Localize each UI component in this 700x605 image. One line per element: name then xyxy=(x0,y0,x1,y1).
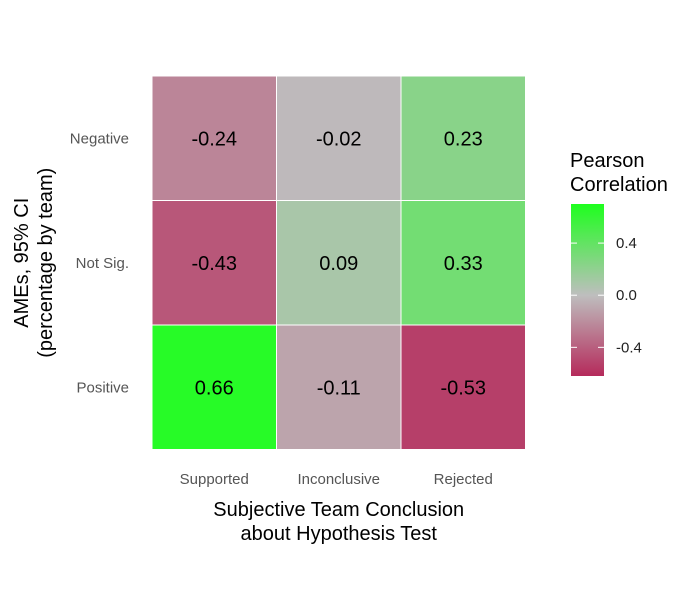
y-axis-title: AMEs, 95% CI (percentage by team) xyxy=(11,168,57,358)
cell-value-label: 0.09 xyxy=(319,253,358,275)
legend-colorbar xyxy=(571,204,604,376)
heatmap-cell xyxy=(276,324,402,450)
cell-value-label: 0.33 xyxy=(444,253,483,275)
cell-value-label: -0.24 xyxy=(191,128,237,150)
x-tick-label: Rejected xyxy=(434,471,493,488)
legend-tick-label: 0.0 xyxy=(616,287,637,304)
cell-value-label: -0.43 xyxy=(191,253,237,275)
cell-value-label: 0.23 xyxy=(444,128,483,150)
y-tick-label: Negative xyxy=(70,130,129,147)
x-axis-title-line: about Hypothesis Test xyxy=(241,523,438,545)
heatmap-cell xyxy=(151,200,277,326)
heatmap-cell xyxy=(400,200,526,326)
y-axis-title-line: (percentage by team) xyxy=(35,168,57,358)
y-tick-label: Not Sig. xyxy=(76,255,129,272)
x-tick-label: Supported xyxy=(180,471,249,488)
y-axis-tick-labels: Negative Not Sig. Positive xyxy=(70,130,129,396)
cell-value-label: 0.66 xyxy=(195,377,234,399)
x-axis-title-line: Subjective Team Conclusion xyxy=(213,499,464,521)
cell-value-labels: -0.24 -0.02 0.23 -0.43 0.09 0.33 0.66 -0.11 -0.5… xyxy=(191,128,486,399)
heatmap-cell xyxy=(400,75,526,201)
legend-tick-label: -0.4 xyxy=(616,339,642,356)
heatmap-cell xyxy=(151,324,277,450)
x-axis-tick-labels: Supported Inconclusive Rejected xyxy=(180,471,493,488)
y-tick-label: Positive xyxy=(76,379,129,396)
legend-title-line: Pearson xyxy=(570,150,645,172)
heatmap-cell xyxy=(276,200,402,326)
heatmap-cells xyxy=(151,75,526,450)
legend-tick-label: 0.4 xyxy=(616,235,637,252)
x-tick-label: Inconclusive xyxy=(297,471,380,488)
y-axis-title-line: AMEs, 95% CI xyxy=(11,198,33,328)
legend-title-line: Correlation xyxy=(570,174,668,196)
cell-value-label: -0.53 xyxy=(440,377,486,399)
heatmap-cell xyxy=(276,75,402,201)
heatmap-cell xyxy=(400,324,526,450)
cell-value-label: -0.11 xyxy=(317,377,361,399)
heatmap-cell xyxy=(151,75,277,201)
cell-value-label: -0.02 xyxy=(316,128,362,150)
